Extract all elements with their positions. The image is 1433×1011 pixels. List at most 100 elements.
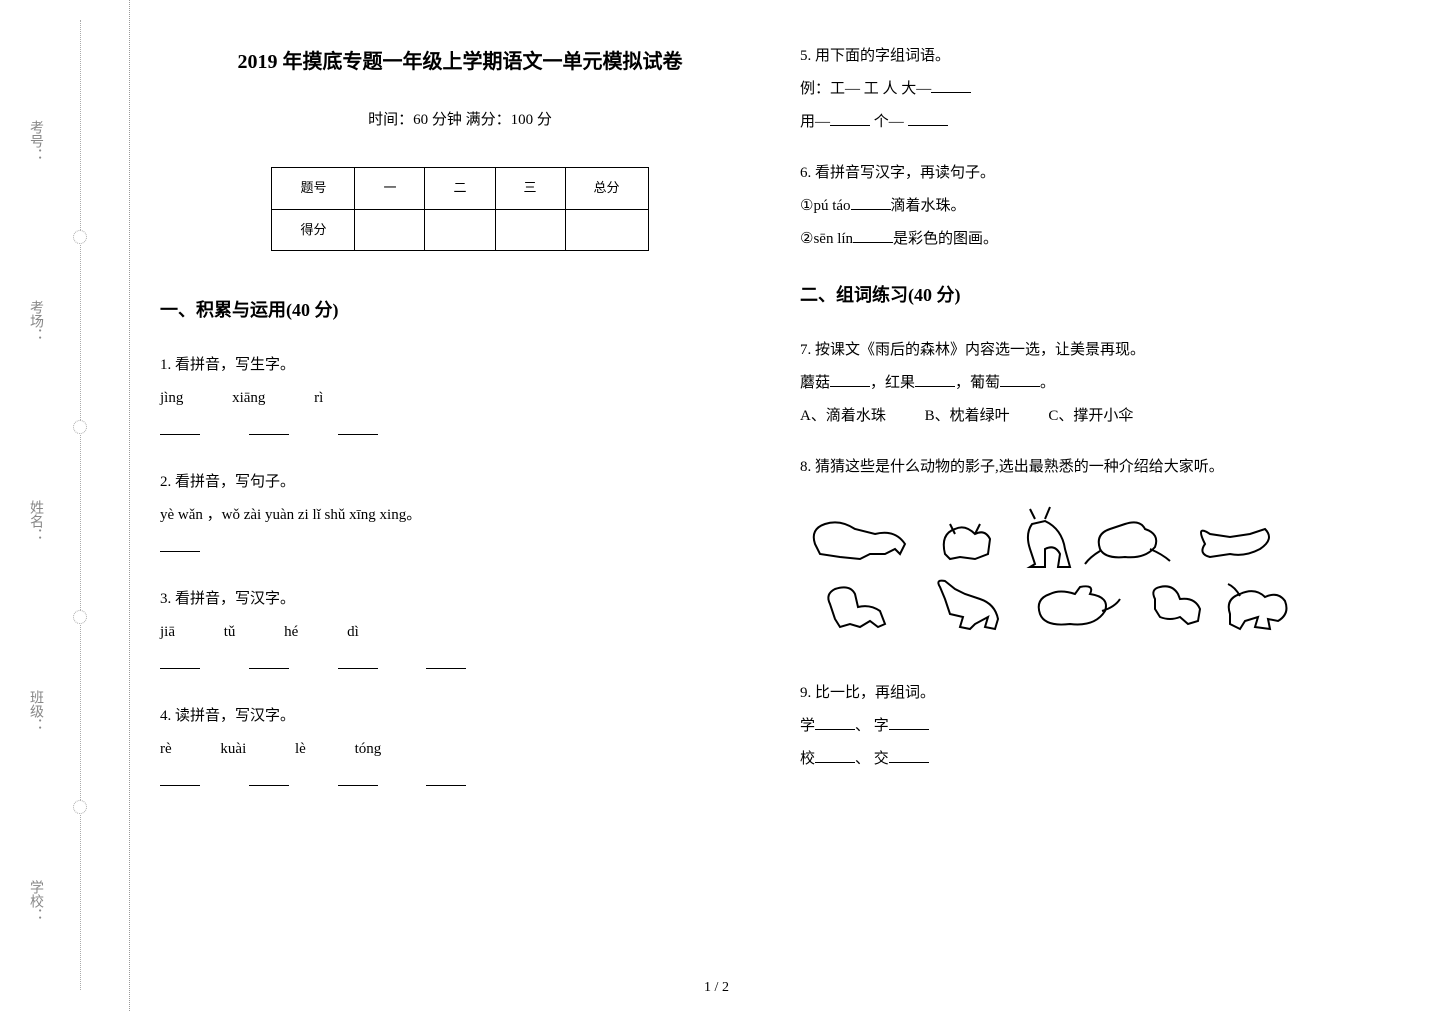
left-column: 2019 年摸底专题一年级上学期语文一单元模拟试卷 时间：60 分钟 满分：10… (160, 40, 760, 980)
blank (1000, 369, 1040, 387)
q6-prompt: 6. 看拼音写汉字，再读句子。 (800, 157, 1400, 190)
blank (815, 712, 855, 730)
q3-blank-row (160, 649, 760, 682)
blank (160, 417, 200, 435)
binding-column: 学校： 班级： 姓名： 考场： 考号： (0, 0, 130, 1011)
q7-line: 蘑菇，红果，葡萄。 (800, 367, 1400, 400)
section-1-title: 一、积累与运用(40 分) (160, 291, 760, 331)
question-4: 4. 读拼音，写汉字。 rè kuài lè tóng (160, 700, 760, 799)
blank (889, 745, 929, 763)
elephant-icon (828, 587, 885, 627)
cell (425, 209, 495, 251)
exam-subtitle: 时间：60 分钟 满分：100 分 (160, 104, 760, 137)
q9-row1: 学、 字 (800, 710, 1400, 743)
blank (815, 745, 855, 763)
cell-label: 得分 (272, 209, 355, 251)
silhouette-svg (800, 499, 1300, 659)
question-1: 1. 看拼音，写生字。 jìng xiāng rì (160, 349, 760, 448)
question-7: 7. 按课文《雨后的森林》内容选一选，让美景再现。 蘑菇，红果，葡萄。 A、滴着… (800, 334, 1400, 433)
q2-prompt: 2. 看拼音，写句子。 (160, 466, 760, 499)
q1-blank-row (160, 415, 760, 448)
pinyin: tóng (355, 733, 382, 766)
crocodile-icon (814, 522, 905, 559)
cell: 一 (355, 168, 425, 210)
q7-prompt: 7. 按课文《雨后的森林》内容选一选，让美景再现。 (800, 334, 1400, 367)
main-content: 2019 年摸底专题一年级上学期语文一单元模拟试卷 时间：60 分钟 满分：10… (160, 40, 1400, 980)
section-2-title: 二、组词练习(40 分) (800, 276, 1400, 316)
exam-title: 2019 年摸底专题一年级上学期语文一单元模拟试卷 (160, 40, 760, 84)
cell (355, 209, 425, 251)
school-label: 学校： (25, 880, 45, 922)
pinyin: rì (314, 382, 323, 415)
cell: 二 (425, 168, 495, 210)
blank (249, 417, 289, 435)
pinyin: hé (284, 616, 298, 649)
q4-pinyin-row: rè kuài lè tóng (160, 733, 760, 766)
score-table: 题号 一 二 三 总分 得分 (271, 167, 648, 251)
rabbit-icon (1153, 586, 1200, 624)
shark-icon (1201, 529, 1269, 557)
q7-mid1: ，红果 (870, 375, 915, 391)
name-label: 姓名： (25, 500, 45, 542)
q1-prompt: 1. 看拼音，写生字。 (160, 349, 760, 382)
question-5: 5. 用下面的字组词语。 例：工— 工 人 大— 用— 个— (800, 40, 1400, 139)
blank (931, 75, 971, 93)
room-label: 考场： (25, 300, 45, 342)
page-number: 1 / 2 (704, 980, 729, 996)
q7-choices: A、滴着水珠 B、枕着绿叶 C、撑开小伞 (800, 400, 1400, 433)
cell: 总分 (565, 168, 648, 210)
table-row: 得分 (272, 209, 648, 251)
q3-pinyin-row: jiā tǔ hé dì (160, 616, 760, 649)
horse-icon (938, 580, 998, 628)
rooster-icon (1228, 584, 1286, 629)
cat-icon (944, 524, 990, 559)
blank (338, 651, 378, 669)
q5-line1-prefix: 例：工— 工 人 大— (800, 81, 931, 97)
blank (853, 225, 893, 243)
blank (830, 369, 870, 387)
q9-char: 学 (800, 718, 815, 734)
class-label: 班级： (25, 690, 45, 732)
q3-prompt: 3. 看拼音，写汉字。 (160, 583, 760, 616)
blank (249, 768, 289, 786)
q6-l1-prefix: ①pú táo (800, 198, 851, 214)
blank (426, 768, 466, 786)
blank (160, 768, 200, 786)
q5-line1: 例：工— 工 人 大— (800, 73, 1400, 106)
question-6: 6. 看拼音写汉字，再读句子。 ①pú táo滴着水珠。 ②sēn lín是彩色… (800, 157, 1400, 256)
deer-icon (1028, 507, 1070, 567)
seal-line (80, 20, 81, 990)
blank (249, 651, 289, 669)
q7-prefix: 蘑菇 (800, 375, 830, 391)
blank (338, 768, 378, 786)
blank (908, 108, 948, 126)
pinyin: dì (347, 616, 359, 649)
question-9: 9. 比一比，再组词。 学、 字 校、 交 (800, 677, 1400, 776)
cell: 三 (495, 168, 565, 210)
q5-line2-mid: 个— (874, 114, 908, 130)
pinyin: xiāng (232, 382, 265, 415)
cell (565, 209, 648, 251)
q8-prompt: 8. 猜猜这些是什么动物的影子,选出最熟悉的一种介绍给大家听。 (800, 451, 1400, 484)
blank (830, 108, 870, 126)
blank (915, 369, 955, 387)
blank (851, 192, 891, 210)
seal-circle (73, 230, 87, 244)
animal-silhouettes (800, 499, 1300, 659)
q5-line2: 用— 个— (800, 106, 1400, 139)
q7-mid2: ，葡萄 (955, 375, 1000, 391)
pinyin: tǔ (224, 616, 236, 649)
q2-pinyin: yè wǎn ，wǒ zài yuàn zi lǐ shǔ xīng xing。 (160, 499, 760, 532)
q9-char: 交 (874, 751, 889, 767)
question-3: 3. 看拼音，写汉字。 jiā tǔ hé dì (160, 583, 760, 682)
cell-label: 题号 (272, 168, 355, 210)
cell (495, 209, 565, 251)
id-label: 考号： (25, 120, 45, 162)
seal-circle (73, 420, 87, 434)
q9-row2: 校、 交 (800, 743, 1400, 776)
seal-circle (73, 610, 87, 624)
q9-char: 字 (874, 718, 889, 734)
pinyin: kuài (220, 733, 246, 766)
choice-b: B、枕着绿叶 (925, 408, 1010, 424)
q9-char: 校 (800, 751, 815, 767)
